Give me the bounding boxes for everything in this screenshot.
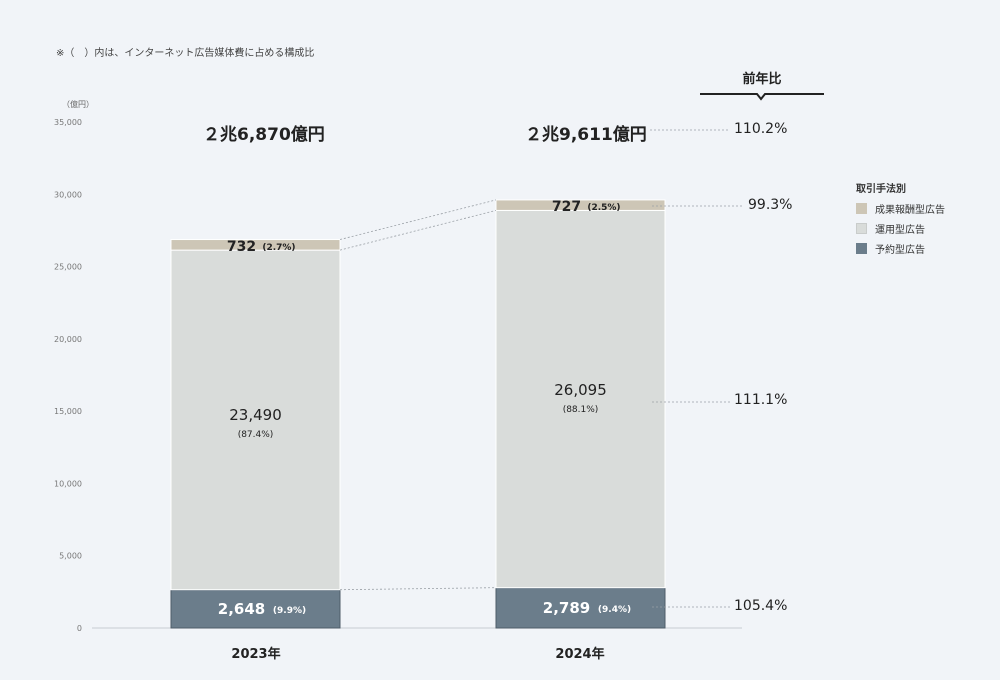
bar-segment <box>170 249 341 591</box>
yoy-header: 前年比 <box>742 72 782 87</box>
y-tick-label: 5,000 <box>59 552 82 561</box>
data-label-programmatic: 26,095 <box>554 381 607 399</box>
legend-title: 取引手法別 <box>856 184 906 195</box>
bar-segment <box>495 587 666 629</box>
data-label-performance-share: (2.5%) <box>587 203 620 213</box>
y-tick-label: 35,000 <box>54 118 82 127</box>
y-tick-label: 20,000 <box>54 335 82 344</box>
legend-label: 成果報酬型広告 <box>875 205 945 216</box>
y-tick-label: 15,000 <box>54 407 82 416</box>
legend-item-programmatic: 運用型広告 <box>856 221 945 236</box>
legend-item-reserved: 予約型広告 <box>856 241 945 256</box>
bar-segment <box>495 199 666 211</box>
legend-label: 運用型広告 <box>875 225 925 236</box>
data-label-programmatic-share: (88.1%) <box>563 405 599 415</box>
data-label-reserved: 2,789 <box>543 599 590 617</box>
y-tick-label: 10,000 <box>54 479 82 488</box>
yoy-performance: 99.3% <box>748 197 793 213</box>
connector-line <box>339 199 497 240</box>
yoy-total: 110.2% <box>734 121 788 137</box>
data-label-programmatic: 23,490 <box>229 406 282 424</box>
yoy-header-underline <box>700 93 824 101</box>
legend-label: 予約型広告 <box>875 245 925 256</box>
data-label-performance: 727 <box>552 199 581 215</box>
y-tick-label: 30,000 <box>54 190 82 199</box>
yoy-programmatic: 111.1% <box>734 392 788 408</box>
legend-swatch <box>856 223 867 234</box>
footnote: ※（ ）内は、インターネット広告媒体費に占める構成比 <box>56 48 315 59</box>
legend-swatch <box>856 203 867 214</box>
x-label-2024: 2024年 <box>555 647 605 662</box>
data-label-performance: 732 <box>227 239 256 255</box>
bar-segment <box>495 209 666 589</box>
data-label-programmatic-share: (87.4%) <box>238 430 274 440</box>
y-tick-label: 0 <box>77 624 82 633</box>
yoy-reserved: 105.4% <box>734 598 788 614</box>
data-label-reserved-share: (9.4%) <box>598 605 631 615</box>
data-label-reserved: 2,648 <box>218 600 265 618</box>
bar-segment <box>170 589 341 629</box>
legend: 取引手法別 成果報酬型広告 運用型広告 予約型広告 <box>856 180 945 261</box>
connector-line <box>339 587 497 591</box>
total-2023: ２兆6,870億円 <box>203 125 325 145</box>
connector-line <box>339 210 497 251</box>
data-label-performance-share: (2.7%) <box>262 243 295 253</box>
bar-segment <box>170 239 341 251</box>
y-tick-label: 25,000 <box>54 263 82 272</box>
total-2024: ２兆9,611億円 <box>525 125 647 145</box>
legend-item-performance: 成果報酬型広告 <box>856 201 945 216</box>
y-axis-unit: （億円） <box>62 100 94 109</box>
data-label-reserved-share: (9.9%) <box>273 606 306 616</box>
legend-swatch <box>856 243 867 254</box>
x-label-2023: 2023年 <box>231 647 281 662</box>
